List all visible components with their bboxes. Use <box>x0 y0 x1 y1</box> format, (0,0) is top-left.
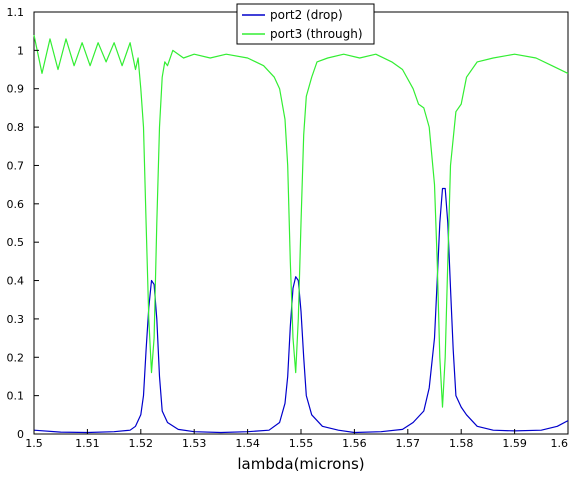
legend: port2 (drop) port3 (through) <box>236 3 375 45</box>
y-tick-label: 1 <box>17 44 24 57</box>
plot-area <box>33 11 569 435</box>
series-line-drop <box>33 187 569 434</box>
series-layer <box>33 34 569 434</box>
x-tick-label: 1.56 <box>342 437 367 450</box>
legend-box <box>236 3 375 45</box>
x-tick-label: 1.53 <box>182 437 207 450</box>
x-tick-label: 1.59 <box>502 437 527 450</box>
x-tick-label: 1.57 <box>396 437 421 450</box>
y-tick-label: 0.2 <box>7 351 25 364</box>
y-tick-label: 0.8 <box>7 121 25 134</box>
y-tick-label: 0.6 <box>7 198 25 211</box>
x-tick-label: 1.5 <box>25 437 43 450</box>
y-tick-label: 0.9 <box>7 83 25 96</box>
x-tick-label: 1.55 <box>289 437 314 450</box>
y-tick-label: 0.1 <box>7 390 25 403</box>
x-tick-label: 1.54 <box>235 437 260 450</box>
y-tick-label: 0.3 <box>7 313 25 326</box>
x-tick-label: 1.58 <box>449 437 474 450</box>
y-tick-label: 0.5 <box>7 236 25 249</box>
x-axis-title: lambda(microns) <box>237 455 364 473</box>
x-tick-label: 1.6 <box>551 437 569 450</box>
series-line-through <box>33 34 569 408</box>
x-axis-ticks: 1.5 1.51 1.52 1.53 1.54 1.55 1.56 1.57 1.58 1.59 1… <box>25 429 569 450</box>
y-axis-ticks: 0 0.1 0.2 0.3 0.4 0.5 0.6 0.7 0.8 0.9 1 1.1 <box>7 6 39 441</box>
legend-label-through: port3 (through) <box>270 27 363 41</box>
y-tick-label: 0 <box>17 428 24 441</box>
x-tick-label: 1.52 <box>129 437 154 450</box>
y-tick-label: 0.7 <box>7 159 25 172</box>
legend-label-drop: port2 (drop) <box>270 8 343 22</box>
y-tick-label: 0.4 <box>7 275 25 288</box>
y-tick-label: 1.1 <box>7 6 25 19</box>
x-tick-label: 1.51 <box>75 437 100 450</box>
